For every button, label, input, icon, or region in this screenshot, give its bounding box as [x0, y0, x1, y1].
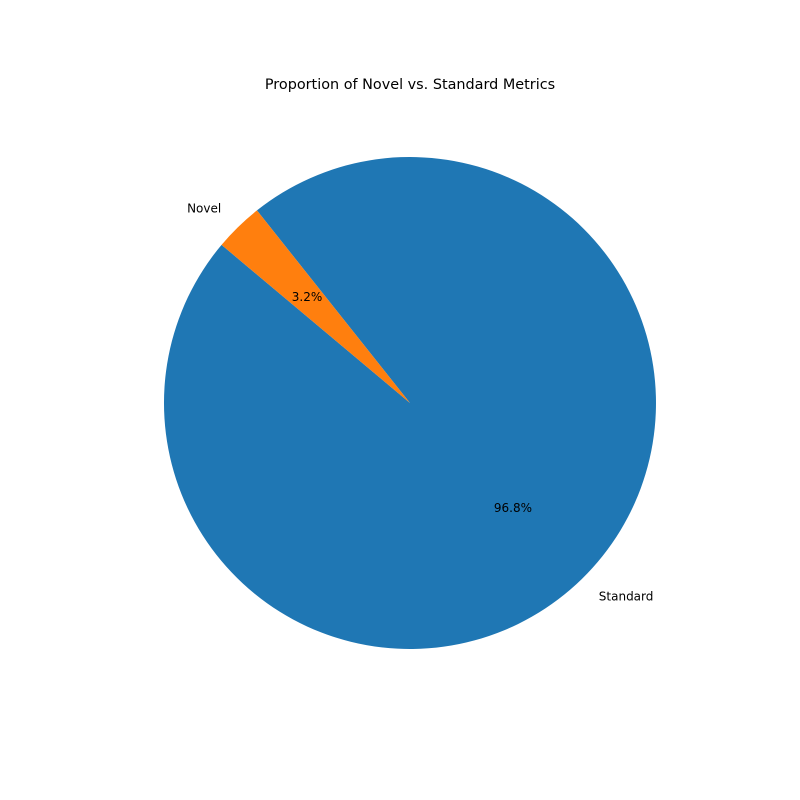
pie-slices [163, 157, 656, 650]
slice-pct-novel: 3.2% [292, 290, 323, 304]
slice-label-novel: Novel [187, 202, 221, 216]
slice-label-standard: Standard [599, 589, 654, 603]
pie-slice-standard [163, 157, 656, 650]
slice-pct-standard: 96.8% [494, 501, 532, 515]
chart-title: Proportion of Novel vs. Standard Metrics [265, 77, 555, 93]
pie-slice-novel [221, 210, 410, 403]
pie-labels: Standard 96.8% Novel 3.2% [187, 202, 653, 604]
